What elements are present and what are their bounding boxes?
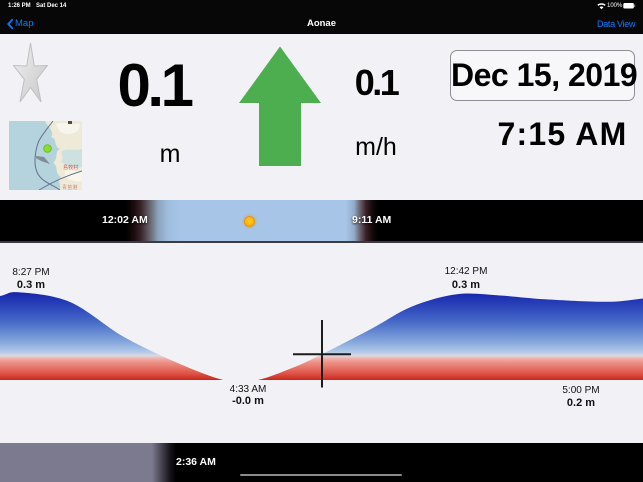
svg-text:青苗港: 青苗港 (62, 184, 78, 190)
svg-text:島牧村: 島牧村 (63, 164, 79, 171)
